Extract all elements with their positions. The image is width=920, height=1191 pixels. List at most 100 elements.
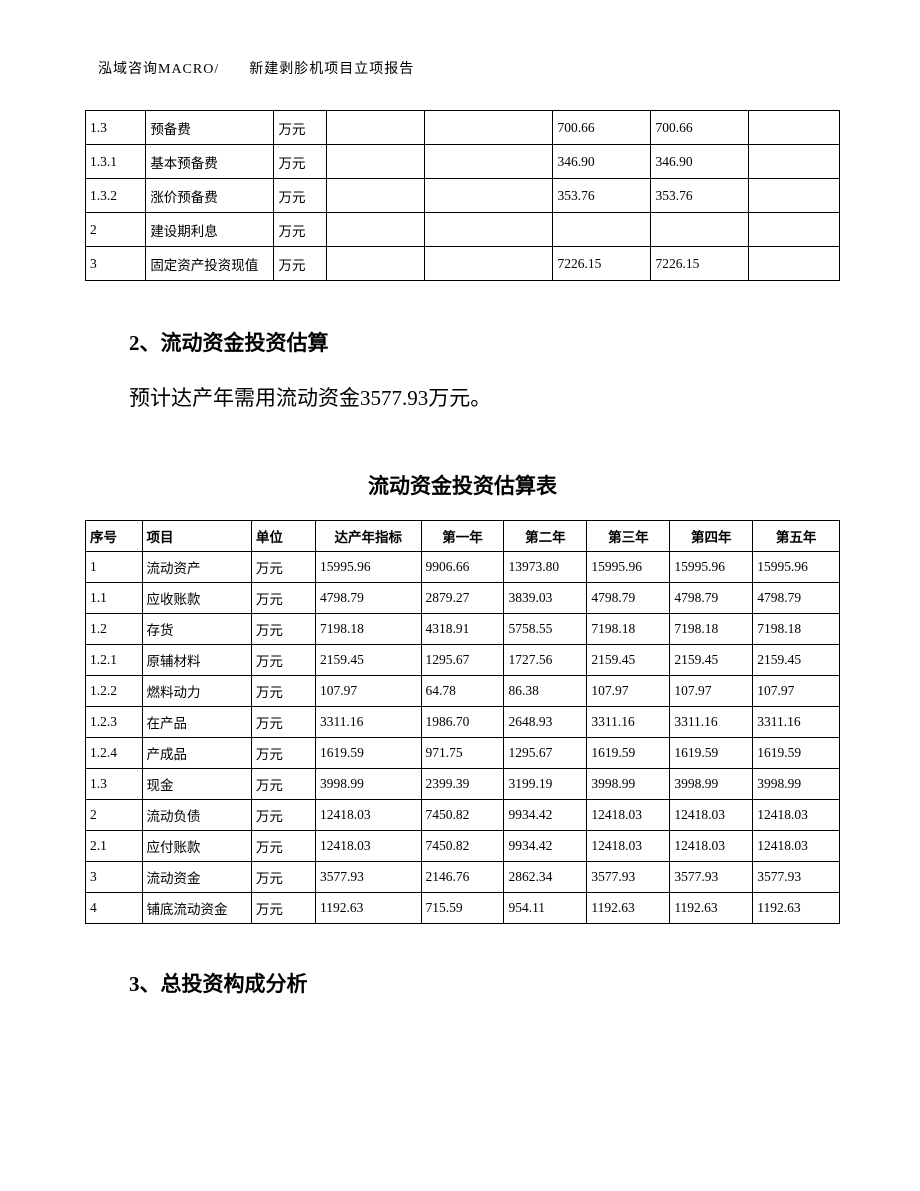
table-cell: 7198.18 [753, 614, 840, 645]
table-cell: 12418.03 [670, 800, 753, 831]
table-cell [425, 213, 553, 247]
table-row: 4铺底流动资金万元1192.63715.59954.111192.631192.… [86, 893, 840, 924]
table-cell [651, 213, 749, 247]
table-cell [425, 145, 553, 179]
table-row: 3流动资金万元3577.932146.762862.343577.933577.… [86, 862, 840, 893]
table-cell: 5758.55 [504, 614, 587, 645]
table-cell: 353.76 [553, 179, 651, 213]
table-cell: 4798.79 [753, 583, 840, 614]
table-cell: 万元 [274, 213, 327, 247]
table-cell: 4798.79 [587, 583, 670, 614]
table-cell: 7450.82 [421, 800, 504, 831]
table-header: 第一年 [421, 521, 504, 552]
table-row: 1流动资产万元15995.969906.6613973.8015995.9615… [86, 552, 840, 583]
table-cell: 流动资金 [142, 862, 251, 893]
table-cell: 954.11 [504, 893, 587, 924]
table-cell: 万元 [251, 707, 315, 738]
table-row: 1.1应收账款万元4798.792879.273839.034798.79479… [86, 583, 840, 614]
table-cell: 3577.93 [587, 862, 670, 893]
fixed-asset-table: 1.3预备费万元700.66700.661.3.1基本预备费万元346.9034… [85, 110, 840, 281]
table-cell [327, 179, 425, 213]
table-row: 2建设期利息万元 [86, 213, 840, 247]
table-cell: 3577.93 [315, 862, 421, 893]
table-cell: 2159.45 [587, 645, 670, 676]
table-cell: 12418.03 [315, 800, 421, 831]
table-cell: 1986.70 [421, 707, 504, 738]
table-cell: 4 [86, 893, 143, 924]
table-cell: 1.2 [86, 614, 143, 645]
table-header: 第二年 [504, 521, 587, 552]
table-header: 第四年 [670, 521, 753, 552]
table-cell: 万元 [251, 800, 315, 831]
table-cell: 3577.93 [670, 862, 753, 893]
table-cell: 3998.99 [753, 769, 840, 800]
table-cell [553, 213, 651, 247]
table-cell: 铺底流动资金 [142, 893, 251, 924]
table-cell: 万元 [274, 179, 327, 213]
table-cell: 燃料动力 [142, 676, 251, 707]
table-cell: 1.2.1 [86, 645, 143, 676]
table-cell: 12418.03 [753, 800, 840, 831]
table-cell: 1192.63 [315, 893, 421, 924]
table-cell: 基本预备费 [146, 145, 274, 179]
table-cell: 15995.96 [315, 552, 421, 583]
table-cell: 应收账款 [142, 583, 251, 614]
table-cell: 107.97 [670, 676, 753, 707]
table-header: 单位 [251, 521, 315, 552]
table-cell: 流动资产 [142, 552, 251, 583]
table-cell: 7198.18 [587, 614, 670, 645]
section-2-heading: 2、流动资金投资估算 [129, 327, 840, 361]
table-cell: 流动负债 [142, 800, 251, 831]
table-row: 2流动负债万元12418.037450.829934.4212418.03124… [86, 800, 840, 831]
table-cell [749, 179, 840, 213]
table-cell: 万元 [251, 862, 315, 893]
table-cell: 万元 [251, 831, 315, 862]
table-cell: 万元 [251, 769, 315, 800]
table-cell: 现金 [142, 769, 251, 800]
table-row: 3固定资产投资现值万元7226.157226.15 [86, 247, 840, 281]
table-row: 1.2.4产成品万元1619.59971.751295.671619.59161… [86, 738, 840, 769]
table-header: 第三年 [587, 521, 670, 552]
table-cell: 万元 [251, 552, 315, 583]
table-cell: 7198.18 [670, 614, 753, 645]
table-cell: 万元 [251, 614, 315, 645]
table-cell: 固定资产投资现值 [146, 247, 274, 281]
table-cell: 存货 [142, 614, 251, 645]
table-cell: 万元 [251, 893, 315, 924]
table-row: 1.3.2涨价预备费万元353.76353.76 [86, 179, 840, 213]
table-cell: 万元 [274, 247, 327, 281]
table-cell: 3998.99 [315, 769, 421, 800]
table-cell: 1727.56 [504, 645, 587, 676]
table-cell [327, 213, 425, 247]
working-capital-table: 序号项目单位达产年指标第一年第二年第三年第四年第五年 1流动资产万元15995.… [85, 520, 840, 924]
table-cell: 1619.59 [753, 738, 840, 769]
table-cell [327, 145, 425, 179]
table-cell: 12418.03 [670, 831, 753, 862]
table-cell: 应付账款 [142, 831, 251, 862]
table-cell: 9934.42 [504, 831, 587, 862]
table-row: 1.2.1原辅材料万元2159.451295.671727.562159.452… [86, 645, 840, 676]
table-cell [425, 247, 553, 281]
table-cell: 1 [86, 552, 143, 583]
table-cell: 1295.67 [421, 645, 504, 676]
table-cell: 12418.03 [587, 800, 670, 831]
table-cell: 3998.99 [670, 769, 753, 800]
table-cell: 700.66 [553, 111, 651, 145]
table-cell: 1.1 [86, 583, 143, 614]
table-row: 1.2存货万元7198.184318.915758.557198.187198.… [86, 614, 840, 645]
table-row: 1.3.1基本预备费万元346.90346.90 [86, 145, 840, 179]
table-cell: 107.97 [315, 676, 421, 707]
table-cell: 万元 [251, 645, 315, 676]
table-cell: 1.3 [86, 111, 146, 145]
table-cell [327, 111, 425, 145]
table-cell: 2 [86, 213, 146, 247]
table-cell: 1192.63 [753, 893, 840, 924]
table-cell [749, 145, 840, 179]
table-row: 2.1应付账款万元12418.037450.829934.4212418.031… [86, 831, 840, 862]
table-cell: 1619.59 [670, 738, 753, 769]
table-cell: 700.66 [651, 111, 749, 145]
table-cell: 万元 [251, 738, 315, 769]
table-cell: 2 [86, 800, 143, 831]
table-cell: 12418.03 [587, 831, 670, 862]
table-cell: 7226.15 [553, 247, 651, 281]
